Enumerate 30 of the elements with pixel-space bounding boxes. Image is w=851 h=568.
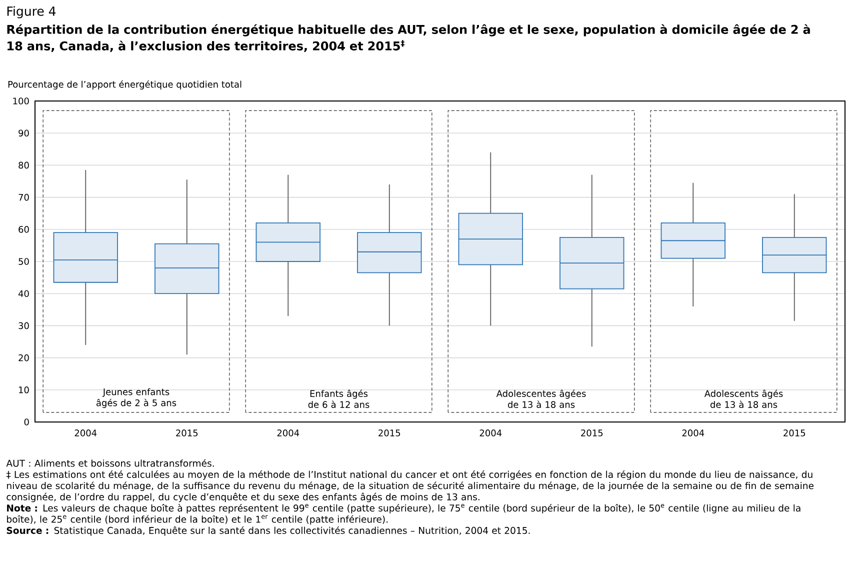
y-tick-label: 40	[18, 290, 29, 297]
y-tick-label: 90	[18, 130, 29, 136]
text: AUT : Aliments et boissons ultratransformés.	[6, 459, 214, 467]
x-tick-label: 2004	[682, 430, 704, 436]
x-tick-label: 2004	[480, 430, 502, 436]
chart-subtitle: Répartition de la contribution énergétique habituelle des AUT, selon l’âge et le sexe, population à domicile âgée de 2 à 18 ans, Canada, à l’exclusion des territoires, 2004 et 2015$^{‡}$	[7, 24, 810, 52]
text: Note : Les valeurs de chaque boîte à pattes représentent le 99$^{e}$ centile (patte supérieure), le 75$^{e}$ centile (bord supérieur de la boîte), le 50$^{e}$ centile (ligne au milieu de la boîte), le 25$^{e}$ centile (bord inférieur de la boîte) et le 1$^{er}$ centile (patte inférieure).	[7, 504, 800, 525]
y-axis-title: Pourcentage de l’apport énergétique quotidien total	[8, 80, 242, 90]
y-tick-label: 80	[18, 162, 29, 169]
annotation: Adolescentes âgées de 13 à 18 ans	[496, 390, 586, 408]
y-tick-label: 10	[19, 386, 29, 394]
chart-title: Figure 4	[7, 6, 56, 18]
annotation: Adolescents âgés de 13 à 18 ans	[704, 390, 783, 408]
y-tick-label: 100	[13, 98, 29, 104]
y-tick-label: 60	[18, 226, 29, 233]
text: Source : Statistique Canada, Enquête sur la santé dans les collectivités canadiennes – Nutrition, 2004 et 2015.	[6, 526, 530, 536]
y-tick-label: 30	[18, 322, 29, 330]
y-tick-label: 70	[18, 194, 29, 201]
x-tick-label: 2015	[581, 430, 603, 436]
x-tick-label: 2004	[277, 430, 300, 436]
annotation: Jeunes enfants âgés de 2 à 5 ans	[96, 388, 176, 408]
x-tick-label: 2015	[378, 430, 400, 436]
x-tick-label: 2015	[176, 430, 198, 436]
y-tick-label: 20	[18, 354, 29, 362]
annotation: Enfants âgés de 6 à 12 ans	[308, 390, 370, 408]
x-tick-label: 2004	[74, 430, 97, 436]
y-tick-label: 0	[24, 418, 29, 426]
text: ‡ Les estimations ont été calculées au moyen de la méthode de l’Institut national du cancer et ont été corrigées en fonction de la région du monde du lieu de naissance, du niveau de scolarité du ménage, de la suffisance du revenu du ménage, de la situation de sécurité alimentaire du ménage, de la journée de la semaine ou de fin de semaine consignée, de l’ordre du rappel, du cycle d’enquête et du sexe des enfants âgés de moins de 13 ans.	[6, 470, 814, 502]
x-tick-label: 2015	[784, 430, 806, 436]
y-tick-label: 50	[18, 258, 29, 265]
